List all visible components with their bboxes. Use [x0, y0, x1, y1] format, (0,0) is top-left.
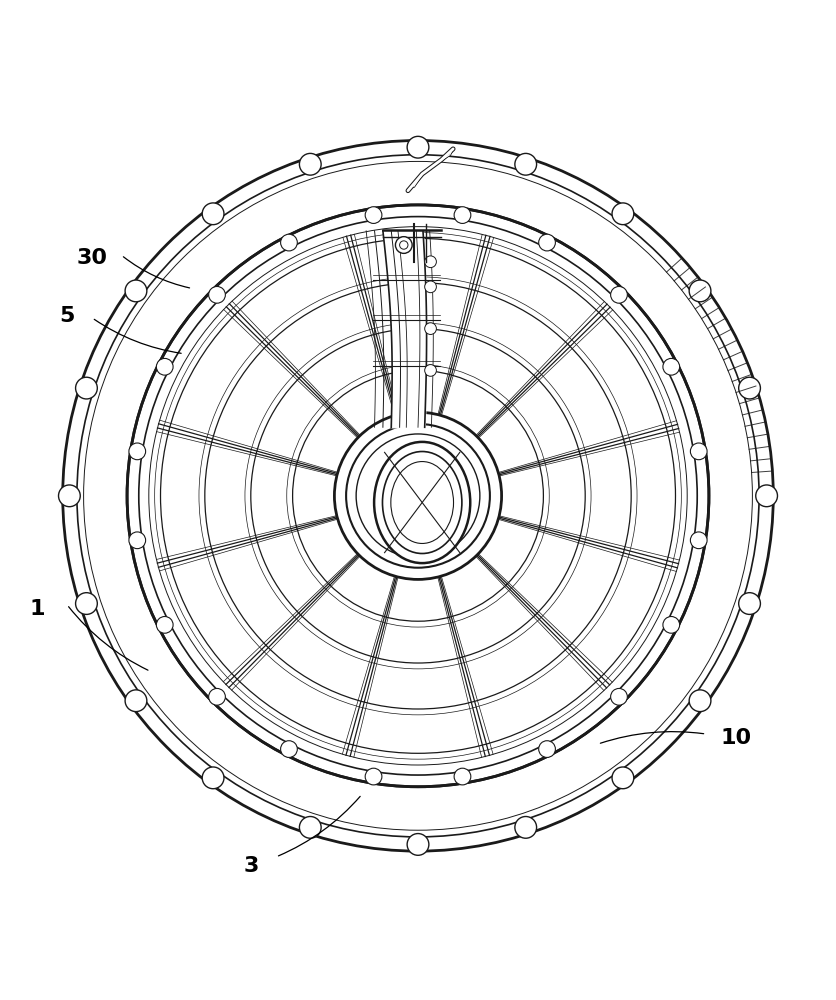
Circle shape	[125, 280, 147, 302]
Circle shape	[63, 141, 773, 851]
Circle shape	[407, 136, 429, 158]
Circle shape	[756, 485, 777, 507]
Circle shape	[127, 205, 709, 787]
Circle shape	[334, 412, 502, 579]
Circle shape	[407, 834, 429, 855]
Circle shape	[156, 358, 173, 375]
Circle shape	[395, 237, 412, 253]
Text: 5: 5	[59, 306, 74, 326]
Circle shape	[365, 768, 382, 785]
Circle shape	[425, 365, 436, 376]
Circle shape	[425, 281, 436, 293]
Circle shape	[129, 443, 145, 460]
Circle shape	[202, 767, 224, 789]
Text: 3: 3	[243, 856, 258, 876]
Circle shape	[689, 280, 711, 302]
Circle shape	[425, 323, 436, 334]
Circle shape	[739, 377, 761, 399]
Ellipse shape	[375, 442, 470, 563]
Circle shape	[281, 234, 298, 251]
Circle shape	[515, 153, 537, 175]
Circle shape	[663, 358, 680, 375]
Circle shape	[663, 617, 680, 633]
Circle shape	[610, 688, 627, 705]
Circle shape	[209, 286, 226, 303]
Circle shape	[75, 593, 97, 614]
Circle shape	[59, 485, 80, 507]
Circle shape	[739, 593, 761, 614]
Circle shape	[689, 690, 711, 712]
Circle shape	[299, 817, 321, 838]
Circle shape	[612, 767, 634, 789]
Circle shape	[129, 532, 145, 549]
Circle shape	[691, 443, 707, 460]
Circle shape	[538, 234, 555, 251]
Circle shape	[202, 203, 224, 225]
Circle shape	[612, 203, 634, 225]
Circle shape	[515, 817, 537, 838]
Circle shape	[538, 741, 555, 757]
Circle shape	[691, 532, 707, 549]
Circle shape	[156, 617, 173, 633]
Circle shape	[454, 207, 471, 223]
Text: 10: 10	[720, 728, 752, 748]
Circle shape	[125, 690, 147, 712]
Circle shape	[75, 377, 97, 399]
Text: 1: 1	[30, 599, 45, 619]
Circle shape	[299, 153, 321, 175]
Circle shape	[425, 256, 436, 268]
Circle shape	[610, 286, 627, 303]
Circle shape	[365, 207, 382, 223]
Circle shape	[209, 688, 226, 705]
Circle shape	[281, 741, 298, 757]
Circle shape	[454, 768, 471, 785]
Text: 30: 30	[76, 248, 108, 268]
